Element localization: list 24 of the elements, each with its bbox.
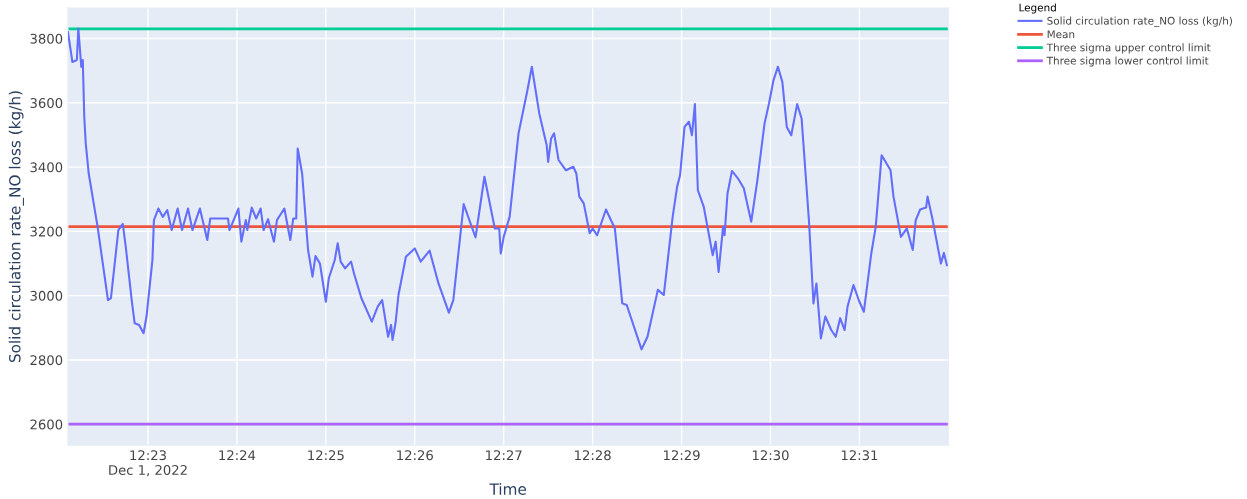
legend-label: Mean (1047, 30, 1075, 39)
x-tick-label: 12:23 Dec 1, 2022 (109, 450, 187, 477)
y-axis-title: Solid circulation rate_NO loss (kg/h) (8, 91, 24, 363)
y-tick-label: 3000 (30, 290, 63, 301)
y-tick-label: 3400 (30, 162, 63, 173)
legend-title: Legend (1019, 3, 1056, 14)
y-tick-label: 3800 (30, 33, 63, 44)
y-tick-label: 2600 (30, 419, 63, 430)
x-tick-label: 12:25 (308, 450, 344, 461)
x-tick-label: 12:29 (664, 450, 700, 461)
line-series (67, 27, 948, 351)
y-tick-label: 3600 (30, 98, 63, 108)
y-tick-label: 3200 (30, 226, 63, 237)
legend-label: Solid circulation rate_NO loss (kg/h) (1047, 16, 1232, 27)
x-tick-label: 12:26 (397, 450, 433, 461)
y-tick-label: 2800 (30, 355, 63, 366)
x-axis-title: Time (489, 483, 527, 495)
x-tick-label: 12:30 (752, 450, 789, 461)
x-tick-label: 12:27 (486, 450, 522, 460)
x-tick-label: 12:28 (575, 450, 611, 461)
legend-label: Three sigma upper control limit (1046, 43, 1211, 54)
legend-label: Three sigma lower control limit (1046, 56, 1209, 67)
x-tick-label: 12:24 (219, 450, 256, 460)
x-tick-label: 12:31 (841, 450, 878, 461)
